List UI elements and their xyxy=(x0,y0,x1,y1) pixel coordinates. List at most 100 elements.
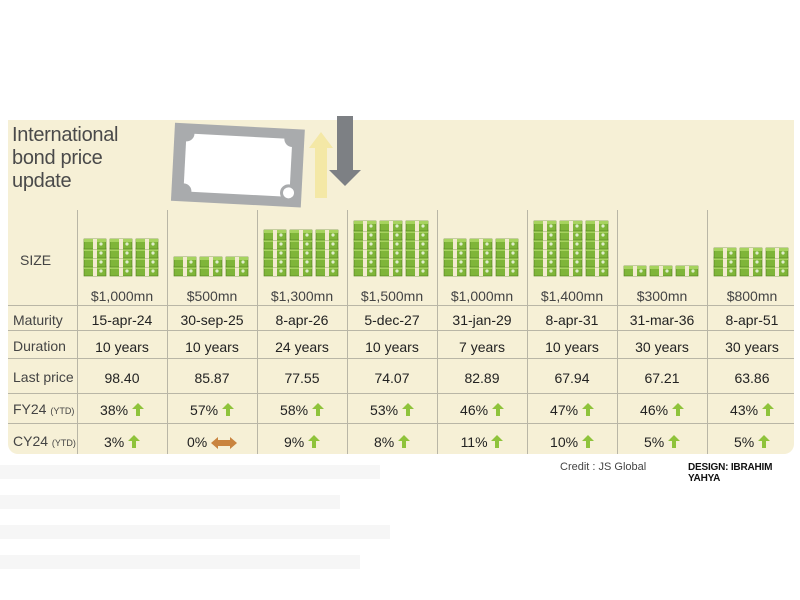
row-divider xyxy=(8,358,794,359)
credit-text: Credit : JS Global xyxy=(560,461,647,473)
row-divider xyxy=(8,305,794,306)
bond-size: $300mn xyxy=(636,288,688,304)
column-divider xyxy=(77,210,78,454)
column-divider xyxy=(617,210,618,454)
cy24-change: 11% xyxy=(438,434,526,450)
bond-size: $1,000mn xyxy=(90,288,154,304)
bond-size: $1,500mn xyxy=(360,288,424,304)
duration-value: 10 years xyxy=(365,339,419,355)
title-line-2: bond price xyxy=(12,147,103,169)
money-stack-icon xyxy=(623,265,699,277)
duration-value: 30 years xyxy=(725,339,779,355)
table-board xyxy=(8,120,794,454)
cy24-value: 3% xyxy=(103,434,125,450)
title-line-1: International xyxy=(12,124,119,146)
row-divider xyxy=(8,423,794,424)
money-stack-icon xyxy=(443,238,519,277)
banknote-icon xyxy=(170,116,361,208)
cy24-change: 8% xyxy=(348,434,436,450)
fy24-change: 46% xyxy=(618,402,706,418)
cy24-value: 5% xyxy=(733,434,755,450)
money-stack-icon xyxy=(353,220,429,277)
row-label-maturity: Maturity xyxy=(13,312,63,328)
row-label-size: SIZE xyxy=(20,252,52,268)
arrow-up-icon xyxy=(128,435,141,448)
chart-title: International bond price update xyxy=(12,124,162,193)
fy24-value: 47% xyxy=(550,402,579,418)
cy24-value: 9% xyxy=(283,434,305,450)
cy24-change: 5% xyxy=(708,434,796,450)
fy24-change: 43% xyxy=(708,402,796,418)
arrow-up-icon xyxy=(491,403,504,416)
maturity-date: 15-apr-24 xyxy=(91,312,153,328)
title-line-3: update xyxy=(12,170,72,192)
maturity-date: 8-apr-31 xyxy=(545,312,599,328)
column-divider xyxy=(167,210,168,454)
last-price: 77.55 xyxy=(284,370,320,386)
bond-size: $800mn xyxy=(726,288,778,304)
maturity-date: 30-sep-25 xyxy=(180,312,244,328)
maturity-date: 5-dec-27 xyxy=(364,312,420,328)
row-divider xyxy=(8,393,794,394)
row-label-last-price: Last price xyxy=(13,369,74,385)
cy24-value: 11% xyxy=(460,434,488,450)
fy24-value: 38% xyxy=(100,402,129,418)
row-label-duration: Duration xyxy=(13,338,66,354)
column-divider xyxy=(347,210,348,454)
money-stack-icon xyxy=(173,256,249,277)
fy24-change: 38% xyxy=(78,402,166,418)
fy24-value: 46% xyxy=(460,402,489,418)
column-divider xyxy=(257,210,258,454)
duration-value: 10 years xyxy=(95,339,149,355)
cy24-value: 8% xyxy=(373,434,395,450)
bond-size: $1,000mn xyxy=(450,288,514,304)
duration-value: 7 years xyxy=(459,339,505,355)
row-label-cy24: CY24 (YTD) xyxy=(13,433,76,449)
arrow-up-icon xyxy=(131,403,144,416)
cy24-change: 10% xyxy=(528,434,616,450)
fy24-value: 43% xyxy=(730,402,759,418)
fy24-change: 47% xyxy=(528,402,616,418)
last-price: 74.07 xyxy=(374,370,410,386)
maturity-date: 31-mar-36 xyxy=(629,312,695,328)
design-credit: DESIGN: IBRAHIM YAHYA xyxy=(688,462,773,484)
fy24-value: 58% xyxy=(280,402,309,418)
cy24-value: 5% xyxy=(643,434,665,450)
duration-value: 10 years xyxy=(185,339,239,355)
last-price: 63.86 xyxy=(734,370,770,386)
arrow-up-icon xyxy=(398,435,411,448)
arrow-up-icon xyxy=(311,403,324,416)
duration-value: 10 years xyxy=(545,339,599,355)
arrow-up-icon xyxy=(221,403,234,416)
arrow-up-icon xyxy=(671,403,684,416)
fy24-change: 57% xyxy=(168,402,256,418)
arrow-up-icon xyxy=(401,403,414,416)
fy24-value: 46% xyxy=(640,402,669,418)
cy24-change: 5% xyxy=(618,434,706,450)
arrow-up-icon xyxy=(758,435,771,448)
last-price: 82.89 xyxy=(464,370,500,386)
column-divider xyxy=(437,210,438,454)
last-price: 67.21 xyxy=(644,370,680,386)
money-stack-icon xyxy=(713,247,789,277)
row-divider xyxy=(8,330,794,331)
arrow-up-icon xyxy=(308,435,321,448)
bond-size: $1,300mn xyxy=(270,288,334,304)
arrow-left-right-icon xyxy=(211,437,238,450)
maturity-date: 8-apr-51 xyxy=(725,312,779,328)
column-divider xyxy=(707,210,708,454)
watermark-text-ghost xyxy=(0,465,390,569)
cy24-change: 9% xyxy=(258,434,346,450)
cy24-value: 0% xyxy=(186,434,208,450)
fy24-change: 58% xyxy=(258,402,346,418)
bond-size: $500mn xyxy=(186,288,238,304)
duration-value: 30 years xyxy=(635,339,689,355)
arrow-up-icon xyxy=(761,403,774,416)
fy24-change: 53% xyxy=(348,402,436,418)
fy24-value: 53% xyxy=(370,402,399,418)
row-label-fy24: FY24 (YTD) xyxy=(13,401,75,417)
arrow-up-icon xyxy=(491,435,504,448)
money-stack-icon xyxy=(533,220,609,277)
maturity-date: 8-apr-26 xyxy=(275,312,329,328)
